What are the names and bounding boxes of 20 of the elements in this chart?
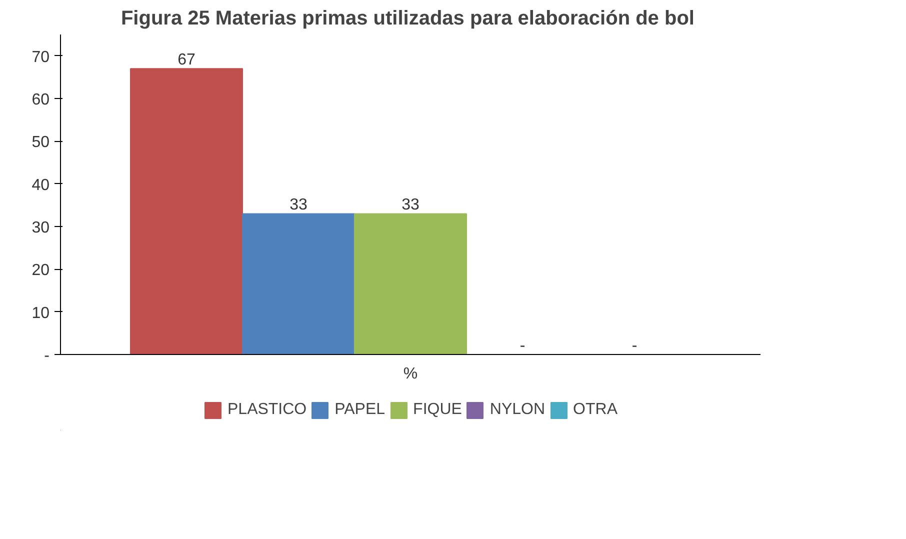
data-label: 33 (290, 196, 308, 214)
legend-label: PLASTICO (227, 401, 307, 419)
y-tick-label: - (44, 348, 50, 364)
y-tick-label: 20 (32, 262, 50, 280)
data-label: 67 (178, 52, 196, 69)
x-tick-label: % (403, 366, 418, 382)
y-tick-label: 60 (32, 92, 50, 108)
legend-label: NYLON (490, 401, 546, 419)
chart-title: Figura 25 Materias primas utilizadas para elaboración de bol (120, 8, 694, 30)
data-label: 33 (402, 196, 420, 214)
y-tick-label: 40 (32, 176, 50, 194)
y-tick-label: 30 (32, 220, 50, 236)
legend-label: PAPEL (334, 401, 386, 419)
data-label: - (520, 338, 526, 354)
y-tick-label: 10 (32, 304, 50, 322)
data-label: - (632, 338, 638, 354)
y-tick-label: 70 (32, 48, 50, 66)
y-tick-label: 50 (32, 134, 50, 152)
legend-label: FIQUE (413, 401, 462, 419)
legend-label: OTRA (573, 401, 618, 419)
